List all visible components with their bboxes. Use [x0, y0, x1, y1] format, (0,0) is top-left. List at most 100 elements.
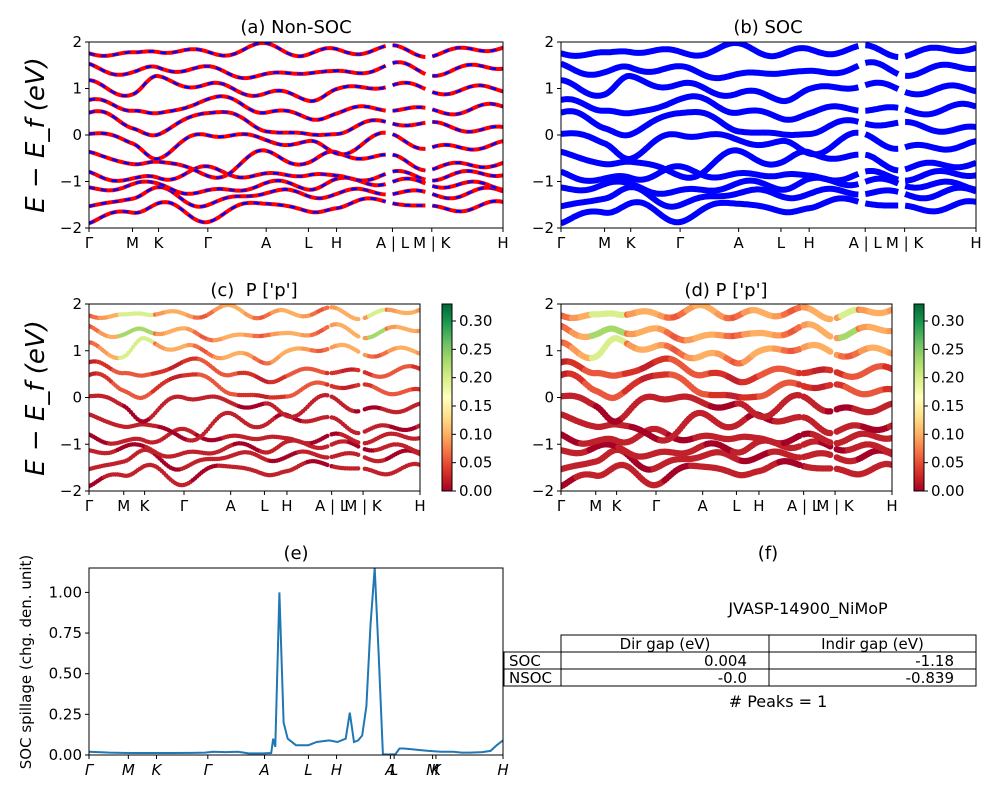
projection-point — [417, 366, 420, 372]
projection-point — [417, 423, 420, 428]
projection-point — [325, 444, 330, 449]
projection-point — [888, 434, 892, 442]
band-line-spin-down — [89, 176, 503, 196]
xtick-label: M — [598, 234, 611, 252]
band-line-soc — [561, 195, 976, 227]
projection-point — [888, 449, 892, 456]
xtick-label: H — [331, 234, 342, 252]
table-value: 0.004 — [704, 652, 747, 670]
xtick-label: H — [753, 497, 764, 515]
projection-point — [888, 365, 892, 373]
panel-c-colorbar-gradient — [441, 303, 453, 492]
ytick-label: 1 — [72, 342, 82, 360]
table-cell — [768, 668, 977, 687]
projection-point — [827, 465, 834, 472]
band-line-spin-up — [89, 60, 503, 81]
projection-point — [325, 462, 330, 468]
panel-c-colorbar-ticks: 0.30 0.25 0.20 0.15 0.10 0.05 0.00 — [452, 312, 492, 500]
projection-point — [417, 307, 420, 312]
projection-point — [356, 444, 361, 449]
ytick-label: 2 — [544, 295, 554, 313]
colorbar-tick-label: 0.10 — [459, 425, 492, 443]
panel-a-title: (a) Non-SOC — [240, 17, 351, 38]
xtick-label: Γ — [204, 761, 214, 779]
panel-f-title: (f) — [758, 543, 778, 564]
xtick-label: L — [260, 497, 269, 515]
band-line-soc — [561, 108, 976, 139]
xtick-label: A — [261, 234, 272, 252]
xtick-label: H — [497, 234, 508, 252]
table-value: -1.18 — [915, 652, 954, 670]
colorbar-tick-label: 0.25 — [459, 340, 492, 358]
colorbar-tick-label: 0.30 — [459, 312, 492, 330]
projection-point — [325, 414, 330, 420]
ytick-label: 1 — [544, 342, 554, 360]
projection-point — [356, 316, 361, 322]
xtick-label: L — [732, 497, 741, 515]
xtick-label: M — [117, 497, 130, 515]
xtick-label: H — [886, 497, 897, 515]
ytick-label: −1 — [532, 435, 554, 453]
projection-point — [417, 435, 420, 441]
xtick-label: K — [152, 761, 163, 779]
table-row-label: SOC — [509, 652, 541, 670]
colorbar-tick-label: 0.00 — [459, 482, 492, 500]
panel-a-bands — [89, 42, 503, 226]
ytick-label: 0 — [72, 126, 82, 144]
projection-point — [827, 333, 834, 340]
colorbar-tick-label: 0.30 — [931, 312, 964, 330]
xtick-label: K — [140, 497, 151, 515]
xtick-label: Γ — [204, 234, 213, 252]
projection-point — [356, 466, 361, 471]
xtick-label: Γ — [557, 497, 566, 515]
panel-d-projection-points — [561, 304, 892, 490]
projection-point — [827, 429, 834, 437]
ytick-label: 0.75 — [49, 624, 82, 642]
table-header-label: Indir gap (eV) — [821, 635, 924, 653]
colorbar-tick-label: 0.15 — [459, 397, 492, 415]
panel-c-yticks: 2 1 0 −1 −2 — [60, 295, 89, 500]
colorbar-tick-label: 0.05 — [931, 454, 964, 472]
table-header-label: Dir gap (eV) — [620, 635, 711, 653]
projection-point — [325, 347, 330, 352]
projection-point — [417, 328, 420, 334]
projection-point — [325, 325, 330, 330]
projection-point — [827, 348, 834, 355]
xtick-label: Γ — [85, 234, 94, 252]
ytick-label: −2 — [60, 219, 82, 237]
band-line-soc — [561, 174, 976, 197]
band-line-spin-up — [89, 148, 503, 180]
projection-point — [827, 408, 834, 415]
ytick-label: 0 — [72, 389, 82, 407]
xtick-label: K — [431, 761, 442, 779]
colorbar-tick-label: 0.15 — [931, 397, 964, 415]
panel-d-colorbar-ticks: 0.30 0.25 0.20 0.15 0.10 0.05 0.00 — [924, 312, 964, 500]
projection-point — [325, 393, 330, 398]
projection-point — [325, 370, 330, 376]
xtick-label: A | L — [376, 234, 410, 252]
xtick-label: M | K — [816, 497, 855, 515]
projection-point — [888, 422, 892, 429]
panel-e-xticks: Γ M K Γ A L H AL MK H — [85, 755, 509, 779]
projection-point — [417, 387, 420, 392]
projection-point — [356, 452, 361, 457]
xtick-label: K — [612, 497, 623, 515]
xtick-label: A — [733, 234, 744, 252]
panel-e: (e) 1.000.750.500.250.00 Γ M K Γ A L H AL MK H SO… — [17, 543, 509, 779]
xtick-label: H — [804, 234, 815, 252]
band-line-soc — [561, 42, 976, 60]
band-line-spin-down — [89, 109, 503, 137]
panel-c-projection-points — [89, 304, 420, 489]
projection-point — [356, 382, 361, 388]
xtick-label: M — [589, 497, 602, 515]
xtick-label: A — [698, 497, 709, 515]
panel-d-title: (d) P ['p'] — [684, 280, 767, 301]
band-line-soc — [561, 163, 976, 184]
band-line-spin-down — [89, 60, 503, 80]
projection-point — [796, 369, 803, 377]
xtick-label: H — [331, 761, 342, 779]
band-line-spin-up — [89, 94, 503, 122]
xtick-label: H — [281, 497, 292, 515]
